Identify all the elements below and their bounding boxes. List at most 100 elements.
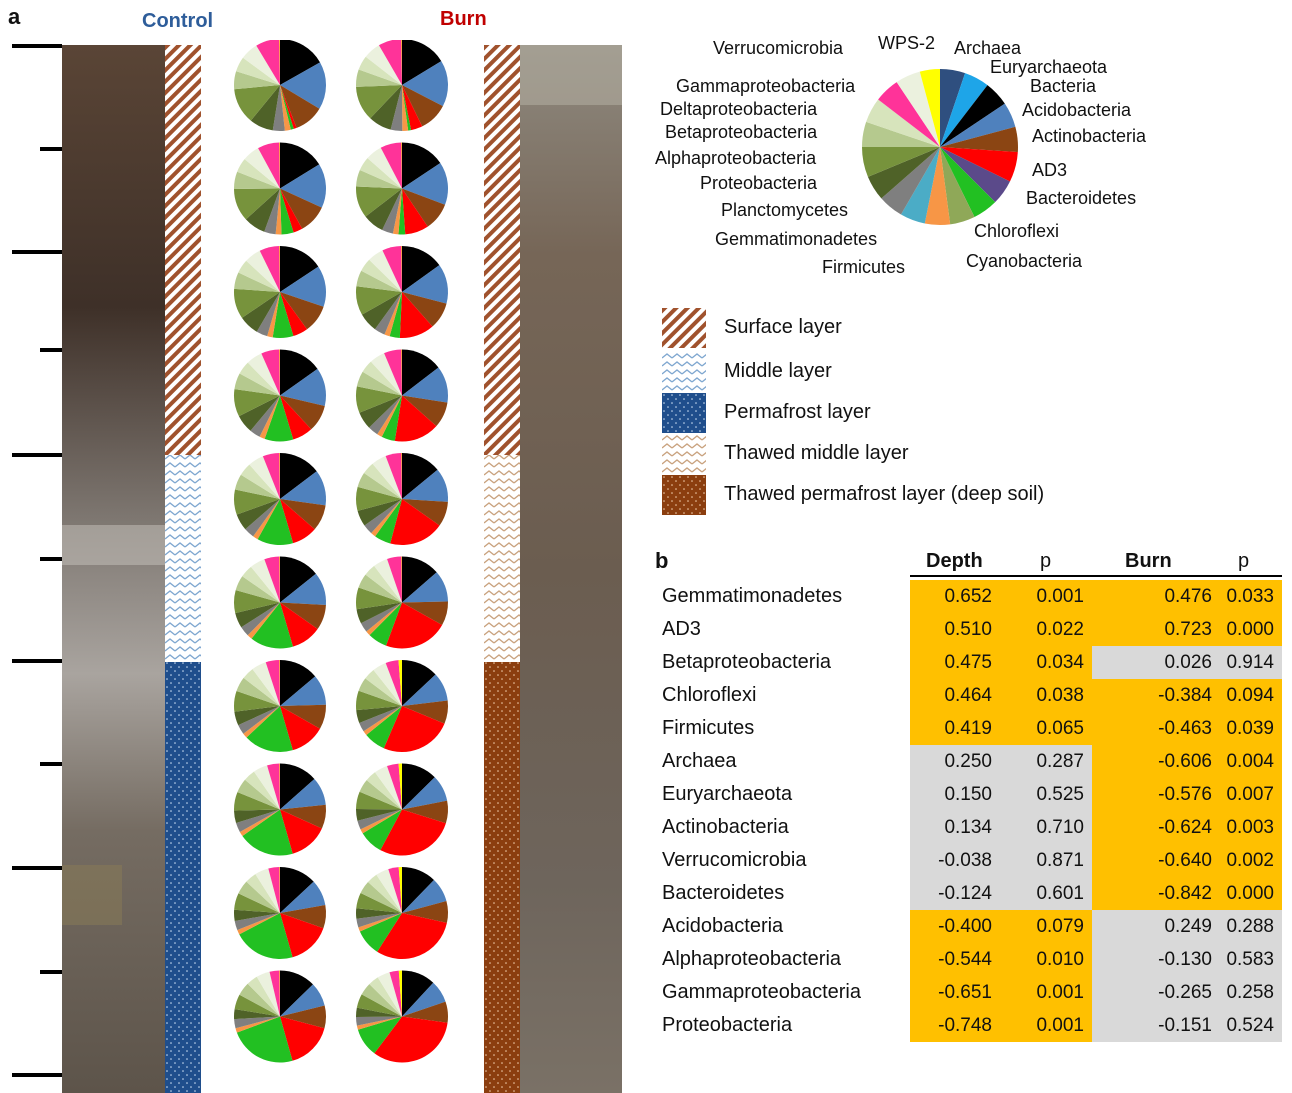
pie-slice xyxy=(402,800,448,824)
taxon-name: Acidobacteria xyxy=(662,915,784,937)
control-pie xyxy=(233,142,327,235)
pie-slice xyxy=(356,186,402,217)
pie-slice xyxy=(247,602,280,639)
pie-slice xyxy=(280,499,326,530)
taxon-label-firmicutes: Firmicutes xyxy=(822,257,906,277)
pie-slice xyxy=(234,590,280,614)
burn-p-value: 0.288 xyxy=(1220,910,1282,943)
pie-slice xyxy=(402,556,437,603)
pie-slice xyxy=(233,489,280,515)
pie-slice xyxy=(359,158,402,189)
pie-slice xyxy=(362,361,402,396)
depth-p-value: 0.287 xyxy=(1000,745,1092,778)
burn-correlation: -0.606 xyxy=(1092,745,1220,778)
taxon-label-chloroflexi: Chloroflexi xyxy=(974,221,1060,241)
burn-pie xyxy=(356,142,449,235)
pie-slice xyxy=(387,556,402,603)
pie-slice xyxy=(402,572,448,603)
pie-slice xyxy=(384,349,402,396)
legend-label: Middle layer xyxy=(724,360,832,382)
pie-slice xyxy=(896,71,940,147)
pie-slice xyxy=(401,452,402,499)
pie-slice xyxy=(402,85,412,131)
pie-slice xyxy=(940,147,1010,203)
header-burn: Burn xyxy=(1125,550,1172,572)
depth-correlation: 0.419 xyxy=(910,712,1000,745)
pie-slice xyxy=(234,893,280,913)
burn-pie xyxy=(356,245,448,339)
pie-slice xyxy=(257,499,294,546)
pie-slice xyxy=(368,874,402,913)
pie-slice xyxy=(239,913,293,959)
burn-pie xyxy=(355,349,448,442)
pie-slice xyxy=(382,246,402,292)
taxon-label-bacteroidetes: Bacteroidetes xyxy=(1026,188,1137,208)
pie-slice xyxy=(365,188,402,230)
pie-slice xyxy=(377,395,402,437)
pie-slice xyxy=(375,499,402,544)
pie-slice xyxy=(255,868,280,913)
pie-slice xyxy=(862,121,940,147)
taxon-label-archaea: Archaea xyxy=(954,38,1022,58)
pie-slice xyxy=(878,82,940,147)
pie-slice xyxy=(356,706,402,723)
pie-slice xyxy=(237,779,280,810)
pie-slice xyxy=(356,602,402,624)
pie-slice xyxy=(234,909,280,921)
pie-slice xyxy=(280,704,326,729)
pie-slice xyxy=(241,602,280,636)
legend-swatch-thawed-middle xyxy=(662,434,706,474)
pie-slice xyxy=(280,499,315,544)
pie-slice xyxy=(355,486,402,511)
burn-pie xyxy=(355,763,448,856)
depth-p-value: 0.079 xyxy=(1000,910,1092,943)
pie-slice xyxy=(268,867,280,913)
pie-slice xyxy=(398,867,402,913)
pie-slice xyxy=(246,874,280,913)
table-row: Gammaproteobacteria -0.651 0.001 -0.265 0.25… xyxy=(662,976,1282,1009)
table-row: Betaproteobacteria 0.475 0.034 0.026 0.914 xyxy=(662,646,1282,679)
pie-slice xyxy=(237,159,280,189)
taxon-name: Actinobacteria xyxy=(662,816,789,838)
depth-p-value: 0.038 xyxy=(1000,679,1092,712)
pie-slice xyxy=(369,395,402,435)
pie-slice xyxy=(280,573,326,605)
pie-slice xyxy=(373,663,402,706)
pie-slice xyxy=(366,772,402,810)
pie-slice xyxy=(245,188,280,232)
pie-slice xyxy=(236,809,280,832)
taxon-label-acidobacteria: Acidobacteria xyxy=(1022,100,1132,120)
pie-slice xyxy=(280,676,326,706)
panel-a-label: a xyxy=(8,4,21,29)
taxa-key-pie-slices xyxy=(862,69,1018,225)
pie-slice xyxy=(356,85,402,119)
burn-p-value: 0.094 xyxy=(1220,679,1282,712)
pie-slice xyxy=(280,188,303,233)
pie-slice xyxy=(234,71,280,90)
pie-slice xyxy=(369,250,402,292)
pie-slice xyxy=(356,69,402,87)
pie-slice xyxy=(236,677,280,706)
pie-slice xyxy=(402,163,449,205)
burn-p-value: 0.524 xyxy=(1220,1009,1282,1042)
pie-slice xyxy=(370,353,402,396)
pie-slice xyxy=(370,85,402,130)
pie-slice xyxy=(256,971,280,1017)
pie-slice xyxy=(235,602,280,628)
pie-slice xyxy=(267,763,280,810)
table-row: Gemmatimonadetes 0.652 0.001 0.476 0.033 xyxy=(662,580,1282,613)
pie-slice xyxy=(280,1005,327,1029)
pie-slice xyxy=(279,142,280,189)
pie-slice xyxy=(264,556,280,603)
control-pie xyxy=(234,866,327,959)
header-p-depth: p xyxy=(1040,550,1052,572)
burn-p-value: 0.258 xyxy=(1220,976,1282,1009)
pie-slice xyxy=(252,662,280,706)
depth-correlation: 0.652 xyxy=(910,580,1000,613)
pie-slice xyxy=(272,85,285,131)
pie-slice xyxy=(360,602,402,632)
pie-slice xyxy=(242,566,280,603)
panel-b-label: b xyxy=(655,548,669,573)
pie-slice xyxy=(258,142,280,189)
burn-correlation: 0.249 xyxy=(1092,910,1220,943)
